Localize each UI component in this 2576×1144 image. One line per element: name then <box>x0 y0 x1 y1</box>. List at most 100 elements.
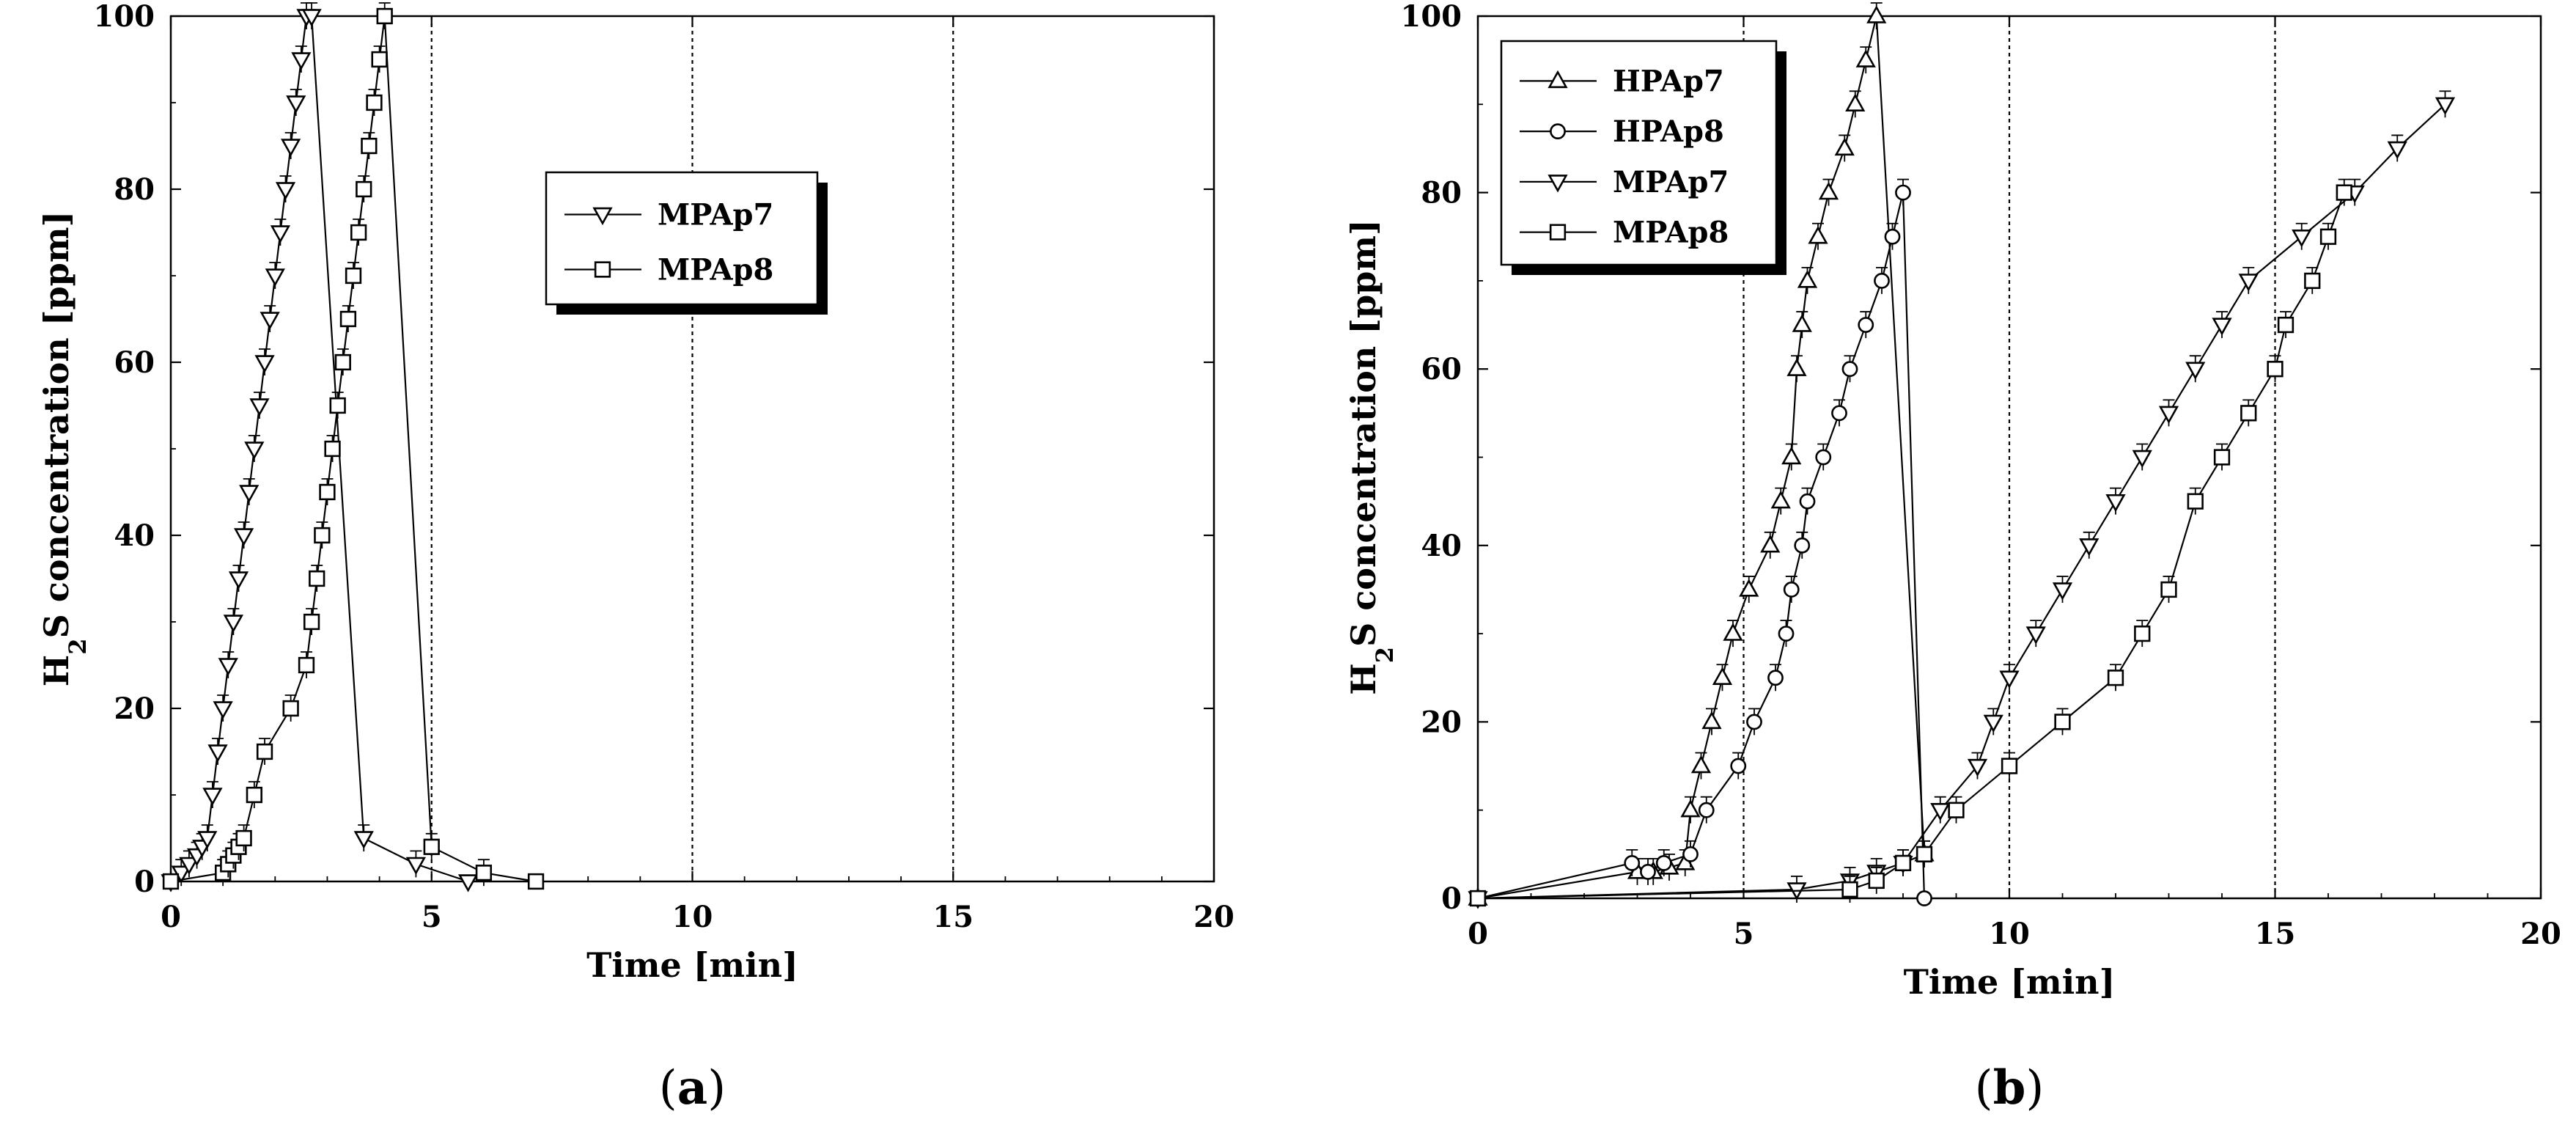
x-tick-label: 10 <box>1989 917 2030 951</box>
series-hpap7 <box>1468 2 1935 906</box>
data-point-hpap8 <box>1799 493 1816 510</box>
x-tick-label: 5 <box>422 900 442 934</box>
legend-box <box>1500 40 1778 266</box>
x-tick-label: 20 <box>2520 917 2561 951</box>
data-point-mpap7 <box>291 52 312 70</box>
data-point-hpap7 <box>1680 799 1701 818</box>
data-point-mpap7 <box>405 857 427 876</box>
legend-box <box>545 171 819 306</box>
y-tick-label: 0 <box>1441 881 1462 916</box>
data-point-mpap7 <box>2387 141 2407 160</box>
y-tick-label: 100 <box>1401 0 1462 34</box>
data-point-hpap8 <box>1767 670 1784 686</box>
data-point-mpap7 <box>254 355 275 373</box>
data-point-hpap7 <box>1834 137 1855 156</box>
data-point-hpap7 <box>1760 535 1781 553</box>
data-point-mpap7 <box>223 615 243 633</box>
data-point-mpap8 <box>2134 625 2151 642</box>
data-point-mpap8 <box>2319 228 2337 245</box>
data-point-hpap8 <box>1794 537 1811 554</box>
y-axis-title-main: H <box>37 655 76 686</box>
data-point-mpap7 <box>2052 582 2073 601</box>
data-point-hpap8 <box>1895 184 1911 201</box>
data-point-hpap7 <box>1690 755 1712 774</box>
data-point-mpap7 <box>2435 97 2456 115</box>
legend-marker-mpap7 <box>592 207 613 226</box>
data-point-mpap7 <box>1967 758 1988 777</box>
y-axis-title-main: H <box>1344 663 1383 694</box>
data-point-mpap8 <box>2304 272 2321 290</box>
x-tick-label: 10 <box>672 900 713 934</box>
panel-label-letter: b <box>1993 1060 2026 1115</box>
series-mpap8 <box>1469 178 2352 907</box>
legend-marker-mpap7 <box>1548 175 1568 193</box>
data-point-mpap8 <box>2213 449 2231 466</box>
data-point-hpap8 <box>1831 405 1847 422</box>
data-point-mpap8 <box>1841 881 1858 898</box>
x-tick-label: 20 <box>1193 900 1234 934</box>
y-axis-title-subscript: 2 <box>1371 647 1399 663</box>
data-point-mpap7 <box>1930 803 1951 821</box>
legend-marker-mpap8 <box>1549 224 1567 241</box>
data-point-mpap8 <box>282 700 299 717</box>
data-point-mpap7 <box>2158 406 2179 425</box>
data-point-hpap8 <box>1655 854 1672 871</box>
data-point-mpap7 <box>228 571 249 590</box>
data-point-mpap8 <box>162 873 180 890</box>
data-point-mpap8 <box>2336 184 2352 201</box>
data-point-hpap8 <box>1783 582 1800 598</box>
data-point-mpap8 <box>303 613 320 631</box>
data-point-hpap7 <box>1808 226 1828 244</box>
data-point-hpap8 <box>1682 846 1699 862</box>
y-tick-label: 0 <box>134 865 155 899</box>
data-point-hpap8 <box>1858 317 1874 333</box>
panel-label-close: ) <box>2025 1061 2044 1115</box>
data-point-mpap7 <box>218 658 238 676</box>
data-point-hpap7 <box>1701 711 1722 730</box>
panel-label: (b) <box>1975 1060 2045 1115</box>
series-mpap7 <box>161 2 479 892</box>
legend-marker-hpap7 <box>1548 70 1568 89</box>
data-point-mpap8 <box>339 310 357 328</box>
data-point-mpap7 <box>1983 714 2003 733</box>
data-point-mpap7 <box>275 182 296 200</box>
data-point-mpap7 <box>249 398 270 417</box>
panel-a: 0 5 10 15 20 0 20 40 60 80 100 Time [min] H2S concen… <box>37 0 1234 1115</box>
data-point-mpap7 <box>2079 538 2100 557</box>
series-line-mpap8 <box>170 15 537 883</box>
data-point-hpap7 <box>1781 446 1802 465</box>
data-point-mpap8 <box>324 440 341 458</box>
data-point-mpap8 <box>2054 714 2071 730</box>
x-tick-label: 15 <box>2255 917 2296 951</box>
data-point-mpap8 <box>2240 405 2257 422</box>
data-point-mpap7 <box>239 485 260 503</box>
data-point-hpap7 <box>1845 93 1866 111</box>
series-line-mpap8 <box>1477 192 2345 900</box>
x-tick-label: 0 <box>161 900 181 934</box>
data-point-mpap8 <box>350 224 367 241</box>
data-point-hpap7 <box>1818 181 1839 200</box>
data-point-hpap8 <box>1874 272 1890 289</box>
legend: HPAp7 HPAp8 MPAp7 MPAp8 <box>1500 40 1786 275</box>
panel-label-open: ( <box>1975 1061 1993 1115</box>
data-point-mpap7 <box>265 268 285 287</box>
y-tick-label: 40 <box>1421 529 1462 563</box>
data-point-mpap8 <box>527 873 545 890</box>
panel-b: 0 5 10 15 20 0 20 40 60 80 100 Time [min] H2S concen… <box>1344 0 2561 1115</box>
legend-marker-hpap8 <box>1550 123 1566 140</box>
legend-label-hpap7: HPAp7 <box>1613 64 1724 98</box>
y-axis-title: H2S concentration [ppm] <box>37 211 92 687</box>
data-point-mpap7 <box>353 831 374 849</box>
data-point-hpap7 <box>1712 667 1733 685</box>
legend-label-mpap7: MPAp7 <box>658 198 773 232</box>
data-point-hpap8 <box>1624 854 1641 871</box>
data-point-mpap8 <box>1916 846 1933 862</box>
x-axis-title: Time [min] <box>586 945 798 985</box>
data-point-mpap8 <box>2267 361 2284 378</box>
legend: MPAp7 MPAp8 <box>545 171 828 315</box>
data-point-mpap8 <box>235 829 252 847</box>
data-point-hpap8 <box>1778 626 1795 642</box>
panel-label: (a) <box>659 1060 726 1115</box>
y-axis-title: H2S concentration [ppm] <box>1344 219 1399 695</box>
data-point-hpap8 <box>1916 890 1932 906</box>
